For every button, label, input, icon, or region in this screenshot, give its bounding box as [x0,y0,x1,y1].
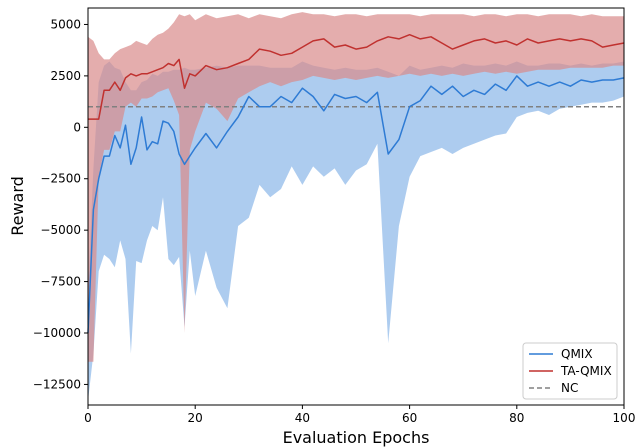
ta-qmix-line [88,33,625,120]
x-tick-label: 100 [613,411,636,425]
x-axis-label: Evaluation Epochs [283,428,430,447]
series-lines [87,33,625,334]
legend-label-ta-qmix: TA-QMIX [560,364,612,378]
y-axis-ticks: −12500 −10000 −7500 −5000 −2500 0 2500 5000 [33,17,88,391]
y-tick-label: 0 [73,120,81,134]
legend-label-qmix: QMIX [561,347,593,361]
x-tick-label: 60 [402,411,417,425]
y-tick-label: 2500 [50,69,81,83]
y-tick-label: −5000 [40,223,81,237]
legend: QMIX TA-QMIX NC [522,342,618,400]
y-tick-label: 5000 [50,17,81,31]
x-axis-ticks: 0 20 40 60 80 100 [84,405,635,425]
legend-box [522,342,618,400]
legend-label-nc: NC [561,381,578,395]
x-tick-label: 80 [509,411,524,425]
qmix-line [87,75,625,334]
x-tick-label: 40 [295,411,310,425]
plot-frame [87,7,625,406]
x-tick-label: 0 [84,411,92,425]
y-tick-label: −2500 [40,172,81,186]
y-axis-label: Reward [8,176,27,236]
ta-qmix-band [88,12,624,362]
y-tick-label: −7500 [40,275,81,289]
confidence-bands [88,12,624,401]
y-tick-label: −10000 [33,326,81,340]
qmix-band [88,61,624,401]
x-tick-label: 20 [188,411,203,425]
y-tick-label: −12500 [33,377,81,391]
